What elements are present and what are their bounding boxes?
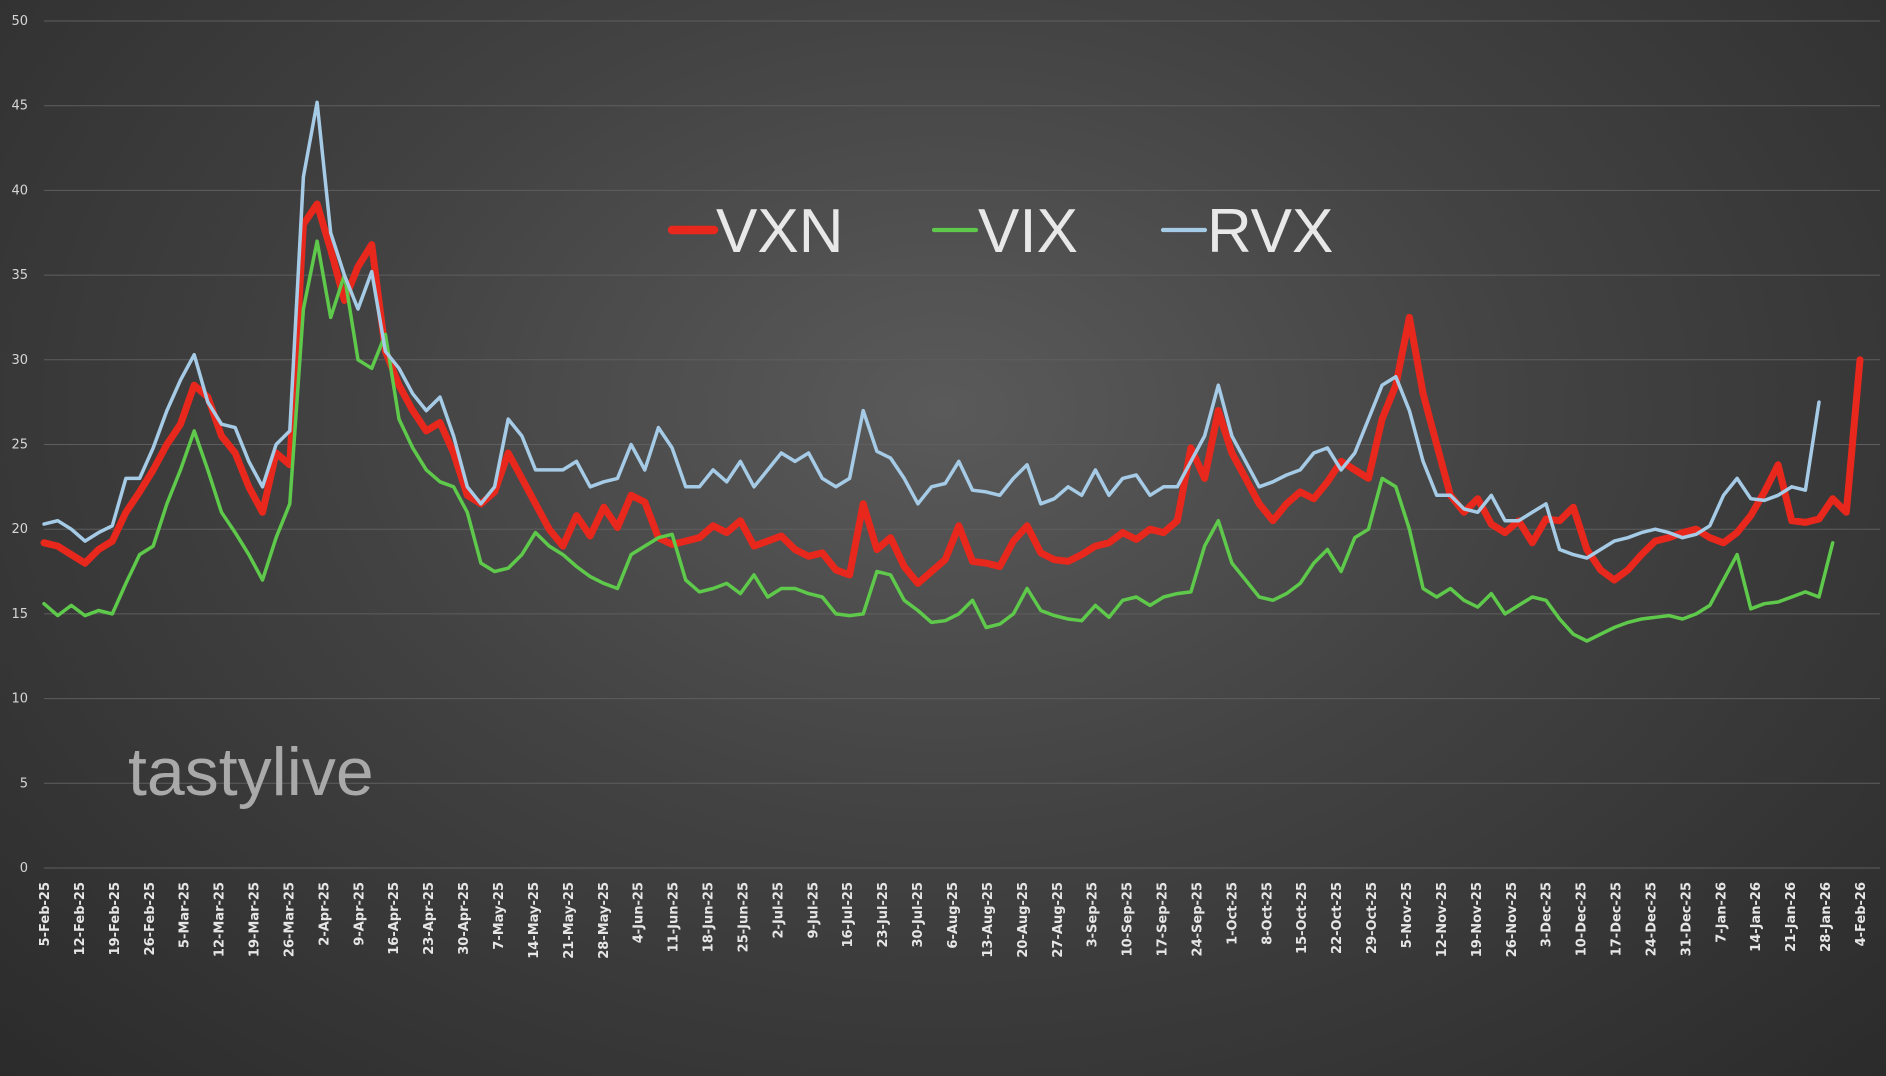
x-tick-label: 23-Apr-25 — [422, 882, 437, 955]
y-tick-label: 5 — [20, 776, 28, 791]
x-tick-label: 10-Sep-25 — [1121, 882, 1136, 956]
y-tick-label: 20 — [11, 522, 28, 537]
y-tick-label: 35 — [11, 268, 28, 283]
x-tick-label: 26-Nov-25 — [1505, 882, 1520, 957]
x-tick-label: 30-Jul-25 — [911, 882, 926, 948]
x-axis: 5-Feb-25 12-Feb-25 19-Feb-25 26-Feb-25 5-Mar… — [38, 882, 1869, 959]
x-tick-label: 30-Apr-25 — [457, 882, 472, 955]
x-tick-label: 9-Jul-25 — [806, 882, 821, 938]
x-tick-label: 17-Dec-25 — [1610, 882, 1625, 956]
x-tick-label: 15-Oct-25 — [1295, 882, 1310, 954]
x-tick-label: 16-Apr-25 — [387, 882, 402, 955]
x-tick-label: 14-May-25 — [527, 882, 542, 959]
x-tick-label: 7-Jan-26 — [1714, 882, 1729, 943]
y-tick-label: 0 — [20, 861, 28, 876]
y-tick-label: 50 — [11, 14, 28, 29]
x-tick-label: 12-Mar-25 — [213, 882, 228, 957]
x-tick-label: 11-Jun-25 — [667, 882, 682, 952]
x-tick-label: 3-Dec-25 — [1540, 882, 1555, 947]
x-tick-label: 19-Nov-25 — [1470, 882, 1485, 957]
y-tick-label: 15 — [11, 607, 28, 622]
x-tick-label: 20-Aug-25 — [1016, 882, 1031, 958]
series-line-rvx — [42, 100, 1821, 560]
x-tick-label: 28-May-25 — [597, 882, 612, 959]
x-tick-label: 26-Mar-25 — [282, 882, 297, 957]
x-tick-label: 1-Oct-25 — [1225, 882, 1240, 945]
x-tick-label: 12-Feb-25 — [73, 882, 88, 955]
legend-label-vix: VIX — [978, 197, 1078, 266]
series-line-vxn — [40, 200, 1864, 587]
x-tick-label: 27-Aug-25 — [1051, 882, 1066, 958]
x-tick-label: 19-Feb-25 — [108, 882, 123, 955]
x-tick-label: 3-Sep-25 — [1086, 882, 1101, 947]
x-tick-label: 10-Dec-25 — [1575, 882, 1590, 956]
legend: VXN VIX RVX — [667, 197, 1333, 266]
watermark-logo: tastylive — [128, 734, 374, 810]
x-tick-label: 2-Apr-25 — [317, 882, 332, 946]
x-tick-label: 24-Dec-25 — [1644, 882, 1659, 956]
x-tick-label: 18-Jun-25 — [702, 882, 717, 952]
x-tick-label: 21-May-25 — [562, 882, 577, 959]
y-tick-label: 40 — [11, 183, 28, 198]
x-tick-label: 29-Oct-25 — [1365, 882, 1380, 954]
legend-label-rvx: RVX — [1207, 197, 1333, 266]
x-tick-label: 14-Jan-26 — [1749, 882, 1764, 952]
y-tick-label: 30 — [11, 353, 28, 368]
x-tick-label: 22-Oct-25 — [1330, 882, 1345, 954]
legend-label-vxn: VXN — [716, 197, 843, 266]
y-tick-label: 10 — [11, 692, 28, 707]
x-tick-label: 6-Aug-25 — [946, 882, 961, 949]
x-tick-label: 21-Jan-26 — [1784, 882, 1799, 952]
x-tick-label: 23-Jul-25 — [876, 882, 891, 948]
x-tick-label: 17-Sep-25 — [1156, 882, 1171, 956]
x-tick-label: 5-Mar-25 — [178, 882, 193, 948]
x-tick-label: 19-Mar-25 — [248, 882, 263, 957]
x-tick-label: 25-Jun-25 — [736, 882, 751, 952]
x-tick-label: 16-Jul-25 — [841, 882, 856, 948]
x-tick-label: 5-Nov-25 — [1400, 882, 1415, 948]
y-axis: 0 5 10 15 20 25 30 35 40 45 50 — [11, 14, 28, 876]
y-tick-label: 45 — [11, 99, 28, 114]
x-tick-label: 12-Nov-25 — [1435, 882, 1450, 957]
x-tick-label: 4-Feb-26 — [1854, 882, 1869, 946]
series-line-vix — [42, 239, 1835, 643]
x-tick-label: 26-Feb-25 — [143, 882, 158, 955]
x-tick-label: 8-Oct-25 — [1260, 882, 1275, 945]
x-tick-label: 9-Apr-25 — [352, 882, 367, 946]
x-tick-label: 4-Jun-25 — [632, 882, 647, 943]
series-lines — [40, 100, 1864, 643]
x-tick-label: 28-Jan-26 — [1819, 882, 1834, 952]
x-tick-label: 7-May-25 — [492, 882, 507, 950]
x-tick-label: 13-Aug-25 — [981, 882, 996, 958]
x-tick-label: 24-Sep-25 — [1190, 882, 1205, 956]
x-tick-label: 5-Feb-25 — [38, 882, 53, 946]
y-tick-label: 25 — [11, 438, 28, 453]
x-tick-label: 2-Jul-25 — [771, 882, 786, 938]
x-tick-label: 31-Dec-25 — [1679, 882, 1694, 956]
